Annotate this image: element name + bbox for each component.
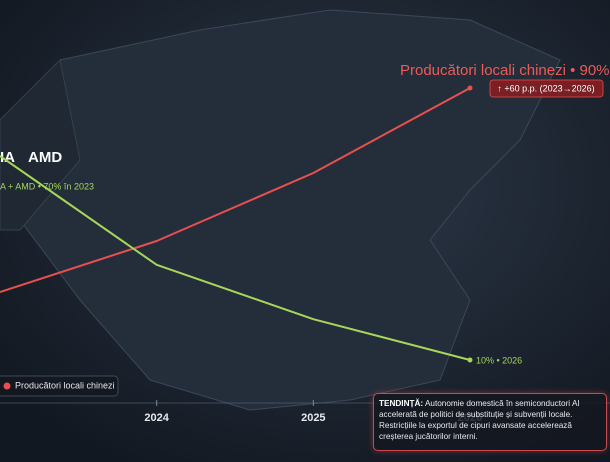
end-dot <box>467 85 473 91</box>
badge-box <box>489 79 604 98</box>
badge: ↑ +60 p.p. (2023→2026) <box>497 83 594 93</box>
series-line <box>0 155 471 361</box>
x-tick-label: 2024 <box>144 412 169 424</box>
brand: IA <box>0 149 15 166</box>
map-land <box>0 58 81 231</box>
trend-text: Autonomie domestică în semiconductori AI… <box>379 399 580 441</box>
trend-label: TENDINȚĂ: <box>379 399 424 408</box>
end-dot <box>467 357 473 363</box>
legend-label: Producători locali chinezi <box>15 380 115 390</box>
legend-box <box>0 375 119 397</box>
chart-title: Producători locali chinezi • 90% <box>400 62 610 79</box>
start-label: A + AMD • 70% în 2023 <box>0 181 94 191</box>
series-line <box>0 87 471 293</box>
brand: AMD <box>28 149 62 166</box>
trend-box: TENDINȚĂ: Autonomie domestică în semicon… <box>373 393 607 451</box>
map-land <box>19 9 561 411</box>
legend-swatch <box>3 382 11 390</box>
end-label: 10% • 2026 <box>476 355 522 365</box>
x-tick-label: 2025 <box>301 412 325 424</box>
